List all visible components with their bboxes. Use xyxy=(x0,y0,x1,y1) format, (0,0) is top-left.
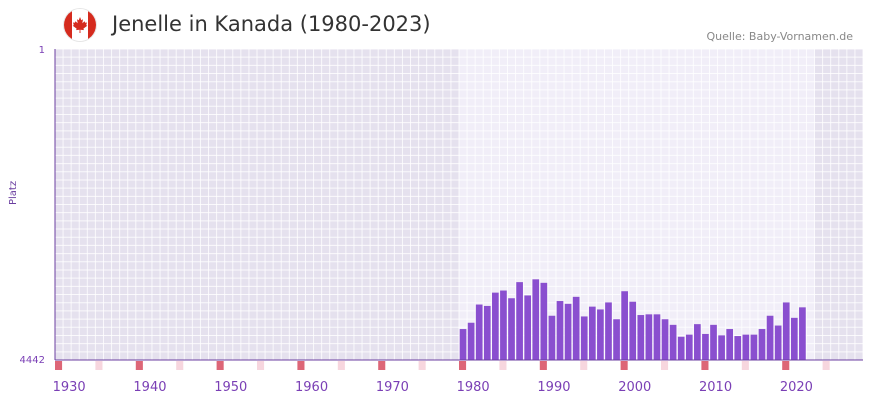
x-tick-label-2010: 2010 xyxy=(699,380,732,395)
bar-1991 xyxy=(564,303,572,360)
axes xyxy=(54,49,863,361)
x-tick-label-1940: 1940 xyxy=(133,380,166,395)
bar-1997 xyxy=(613,319,620,360)
decade-marker-1928 xyxy=(55,361,63,370)
bar-1982 xyxy=(492,292,499,360)
bar-2014 xyxy=(750,334,758,360)
decade-marker-1998 xyxy=(620,361,628,370)
bar-2009 xyxy=(710,324,717,360)
bar-1985 xyxy=(516,282,523,360)
bar-1995 xyxy=(597,309,604,360)
bar-2016 xyxy=(766,315,774,360)
bar-1999 xyxy=(629,301,637,360)
half-decade-marker-1983 xyxy=(499,361,507,370)
bar-1981 xyxy=(483,305,491,360)
half-decade-marker-1933 xyxy=(95,361,103,370)
bar-1986 xyxy=(524,295,532,360)
bar-2004 xyxy=(669,324,677,360)
x-tick-label-2000: 2000 xyxy=(618,380,651,395)
half-decade-marker-2003 xyxy=(661,361,669,370)
bar-2013 xyxy=(742,334,750,360)
x-tick-label-1930: 1930 xyxy=(53,380,86,395)
half-decade-marker-2023 xyxy=(822,361,830,370)
canada-flag-icon xyxy=(64,9,96,41)
decade-marker-2018 xyxy=(782,361,790,370)
bar-1993 xyxy=(580,316,588,360)
chart-title: Jenelle in Kanada (1980-2023) xyxy=(112,12,431,36)
bar-1988 xyxy=(540,282,548,360)
bar-2018 xyxy=(782,302,790,360)
bar-2002 xyxy=(653,314,661,360)
x-tick-label-1990: 1990 xyxy=(537,380,570,395)
grid xyxy=(54,48,864,361)
half-decade-marker-1963 xyxy=(337,361,345,370)
bar-1990 xyxy=(556,301,564,360)
x-tick-label-1980: 1980 xyxy=(457,380,490,395)
half-decade-marker-1973 xyxy=(418,361,426,370)
x-tick-label-2020: 2020 xyxy=(780,380,813,395)
bar-1983 xyxy=(500,290,507,360)
bar-2003 xyxy=(661,319,669,360)
bar-2012 xyxy=(734,336,742,360)
bar-2005 xyxy=(677,336,685,360)
bar-1979 xyxy=(467,322,475,360)
decade-marker-1938 xyxy=(135,361,143,370)
half-decade-marker-1993 xyxy=(580,361,588,370)
bar-2015 xyxy=(758,329,766,360)
y-tick-label-bottom: 4442 xyxy=(20,355,45,366)
bar-1980 xyxy=(475,304,483,360)
tick-labels: 1930 1940 1950 1960 1970 1980 1990 2000 2010 2020… xyxy=(20,45,813,395)
year-markers xyxy=(55,361,830,370)
bar-1992 xyxy=(572,296,580,360)
decade-marker-2008 xyxy=(701,361,709,370)
bar-1987 xyxy=(532,279,540,360)
decade-marker-1968 xyxy=(378,361,386,370)
decade-marker-1978 xyxy=(459,361,467,370)
x-tick-label-1950: 1950 xyxy=(214,380,247,395)
bar-1998 xyxy=(621,291,628,360)
bar-2017 xyxy=(774,325,782,360)
bar-2007 xyxy=(694,324,701,360)
bar-2019 xyxy=(790,317,798,360)
decade-marker-1988 xyxy=(539,361,547,370)
decade-marker-1948 xyxy=(216,361,224,370)
bar-1978 xyxy=(459,329,467,360)
half-decade-marker-1953 xyxy=(257,361,265,370)
bar-2020 xyxy=(799,307,806,360)
bar-1996 xyxy=(605,302,612,360)
bar-1984 xyxy=(508,298,515,360)
bar-1994 xyxy=(588,306,596,360)
bar-1989 xyxy=(548,315,556,360)
bar-2010 xyxy=(718,335,725,360)
bars xyxy=(459,279,806,360)
bar-2000 xyxy=(637,315,645,360)
decade-marker-1958 xyxy=(297,361,305,370)
source-label: Quelle: Baby-Vornamen.de xyxy=(706,30,853,43)
bar-2008 xyxy=(702,333,709,360)
half-decade-marker-1943 xyxy=(176,361,184,370)
bar-2001 xyxy=(645,314,653,360)
x-tick-label-1960: 1960 xyxy=(295,380,328,395)
bar-2011 xyxy=(726,329,734,360)
x-tick-label-1970: 1970 xyxy=(376,380,409,395)
y-tick-label-top: 1 xyxy=(39,45,45,56)
half-decade-marker-2013 xyxy=(741,361,749,370)
bar-2006 xyxy=(685,334,693,360)
